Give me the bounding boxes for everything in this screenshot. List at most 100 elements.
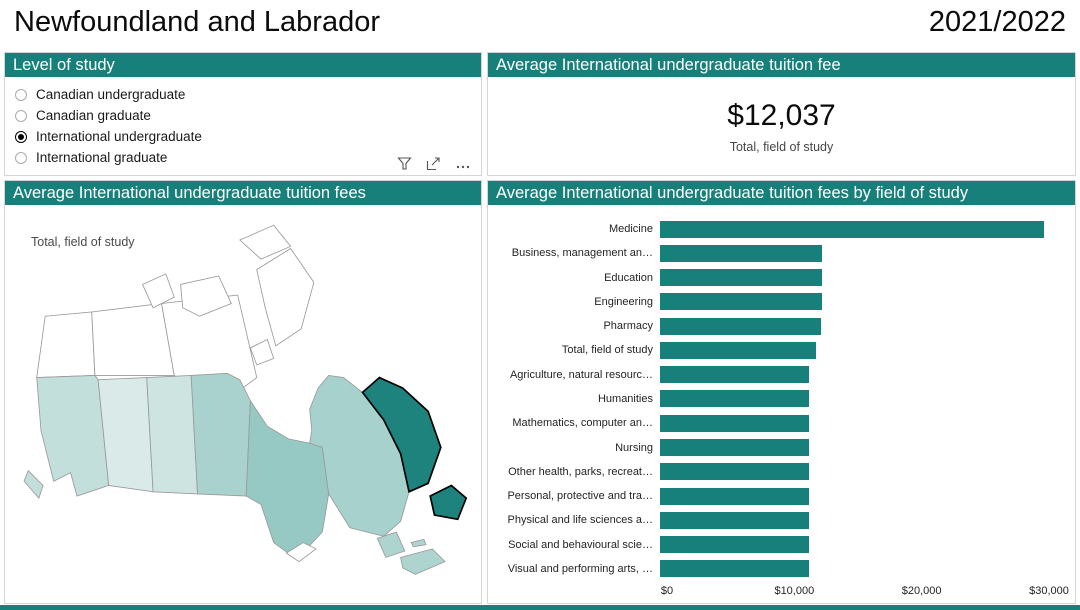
bar[interactable]	[660, 317, 821, 335]
filter-icon[interactable]	[397, 156, 412, 171]
x-tick-label: $30,000	[1029, 585, 1069, 597]
map-region-nwt[interactable]	[91, 303, 175, 376]
map-region-manitoba[interactable]	[190, 372, 251, 497]
radio-option-label: Canadian undergraduate	[36, 87, 186, 102]
bar-track	[660, 439, 1049, 457]
bar[interactable]	[660, 341, 817, 359]
bar-row: Engineering	[498, 293, 1049, 311]
bar-row: Mathematics, computer an…	[498, 414, 1049, 432]
map-region-victoria-island[interactable]	[180, 275, 232, 317]
radio-option[interactable]: Canadian undergraduate	[15, 84, 481, 105]
bar-track	[660, 366, 1049, 384]
bar-category-label: Social and behavioural scie…	[508, 538, 653, 551]
map-region-new-brunswick[interactable]	[376, 531, 406, 558]
bar-track	[660, 341, 1049, 359]
bar-track	[660, 269, 1049, 287]
bar-row: Other health, parks, recreat…	[498, 463, 1049, 481]
bar-row: Personal, protective and tra…	[498, 487, 1049, 505]
map-region-baffin-island[interactable]	[256, 247, 315, 347]
bar-row: Humanities	[498, 390, 1049, 408]
bar-track	[660, 511, 1049, 529]
level-options: Canadian undergraduate Canadian graduate I…	[15, 84, 481, 168]
bar-track	[660, 463, 1049, 481]
bar-category-label: Medicine	[608, 223, 653, 236]
map-region-southampton-island[interactable]	[249, 338, 275, 366]
x-tick-label: $10,000	[774, 585, 815, 597]
map-category-label: Total, field of study	[31, 235, 135, 249]
bar[interactable]	[660, 366, 809, 384]
radio-unselected-icon	[15, 109, 27, 122]
page-year: 2021/2022	[928, 6, 1066, 38]
map-region-nova-scotia[interactable]	[400, 548, 446, 575]
bar-track	[660, 487, 1049, 505]
radio-unselected-icon	[15, 151, 27, 164]
map-region-labrador[interactable]	[361, 376, 442, 493]
bar-chart-panel: Average International undergraduate tuit…	[487, 180, 1076, 604]
map-region-yukon[interactable]	[36, 311, 96, 378]
radio-option[interactable]: International undergraduate	[15, 126, 481, 147]
bar-track	[660, 220, 1049, 238]
radio-unselected-icon	[15, 88, 27, 101]
bar-track	[660, 560, 1049, 578]
bar[interactable]	[660, 463, 809, 481]
focus-mode-icon[interactable]	[426, 156, 441, 171]
bar-track	[660, 317, 1049, 335]
bar-category-label: Mathematics, computer an…	[512, 417, 653, 430]
map-region-ontario[interactable]	[245, 399, 330, 561]
bar-row: Social and behavioural scie…	[498, 536, 1049, 554]
more-options-icon[interactable]	[455, 156, 471, 171]
bar[interactable]	[660, 293, 822, 311]
bar-chart-header: Average International undergraduate tuit…	[488, 181, 1075, 205]
bar[interactable]	[660, 536, 809, 554]
map-header: Average International undergraduate tuit…	[5, 181, 481, 205]
bar-row: Education	[498, 269, 1049, 287]
bar-category-label: Education	[604, 271, 653, 284]
map-region-prince-edward-island[interactable]	[410, 538, 427, 548]
radio-option-label: International graduate	[36, 150, 168, 165]
bar[interactable]	[660, 487, 809, 505]
bar-track	[660, 536, 1049, 554]
x-tick-label: $0	[660, 585, 674, 597]
page-header: Newfoundland and Labrador 2021/2022	[14, 6, 1066, 39]
x-axis: $0 $10,000 $20,000 $30,000	[661, 581, 1069, 601]
kpi-value: $12,037	[727, 98, 836, 132]
bar[interactable]	[660, 390, 809, 408]
map-region-newfoundland-island[interactable]	[429, 484, 468, 521]
bar-category-label: Other health, parks, recreat…	[508, 465, 653, 478]
map-region-vancouver-island[interactable]	[23, 469, 44, 499]
radio-selected-icon	[15, 130, 27, 143]
x-tick-label: $20,000	[901, 585, 942, 597]
radio-option-label: International undergraduate	[36, 129, 202, 144]
bar-category-label: Pharmacy	[603, 320, 653, 333]
bar[interactable]	[660, 511, 809, 529]
map-panel: Average International undergraduate tuit…	[4, 180, 482, 604]
bar[interactable]	[660, 414, 809, 432]
map-region-ellesmere-island[interactable]	[239, 224, 292, 260]
bar-row: Pharmacy	[498, 317, 1049, 335]
bar-track	[660, 414, 1049, 432]
bar-row: Total, field of study	[498, 341, 1049, 359]
map-region-saskatchewan[interactable]	[146, 374, 198, 495]
bar-track	[660, 293, 1049, 311]
bar-track	[660, 390, 1049, 408]
bar-row: Business, management an…	[498, 244, 1049, 262]
bar-category-label: Agriculture, natural resourc…	[509, 368, 653, 381]
bar[interactable]	[660, 244, 822, 262]
bar-row: Medicine	[498, 220, 1049, 238]
radio-option[interactable]: Canadian graduate	[15, 105, 481, 126]
bar[interactable]	[660, 560, 809, 578]
level-of-study-panel: Level of study Canadian undergraduate Can…	[4, 52, 482, 176]
map-region-british-columbia[interactable]	[36, 375, 110, 497]
bar-category-label: Total, field of study	[561, 344, 653, 357]
bar[interactable]	[660, 439, 809, 457]
bar-rows: Medicine Business, management an… Educatio…	[498, 217, 1049, 581]
radio-option[interactable]: International graduate	[15, 147, 481, 168]
bar[interactable]	[660, 220, 1044, 238]
bar[interactable]	[660, 269, 822, 287]
kpi-panel: Average International undergraduate tuit…	[487, 52, 1076, 176]
footer-accent-bar	[0, 605, 1080, 610]
kpi-subtitle: Total, field of study	[729, 139, 834, 154]
map-region-banks-island[interactable]	[141, 273, 175, 309]
canada-map	[23, 224, 468, 575]
bar-category-label: Humanities	[597, 392, 653, 405]
